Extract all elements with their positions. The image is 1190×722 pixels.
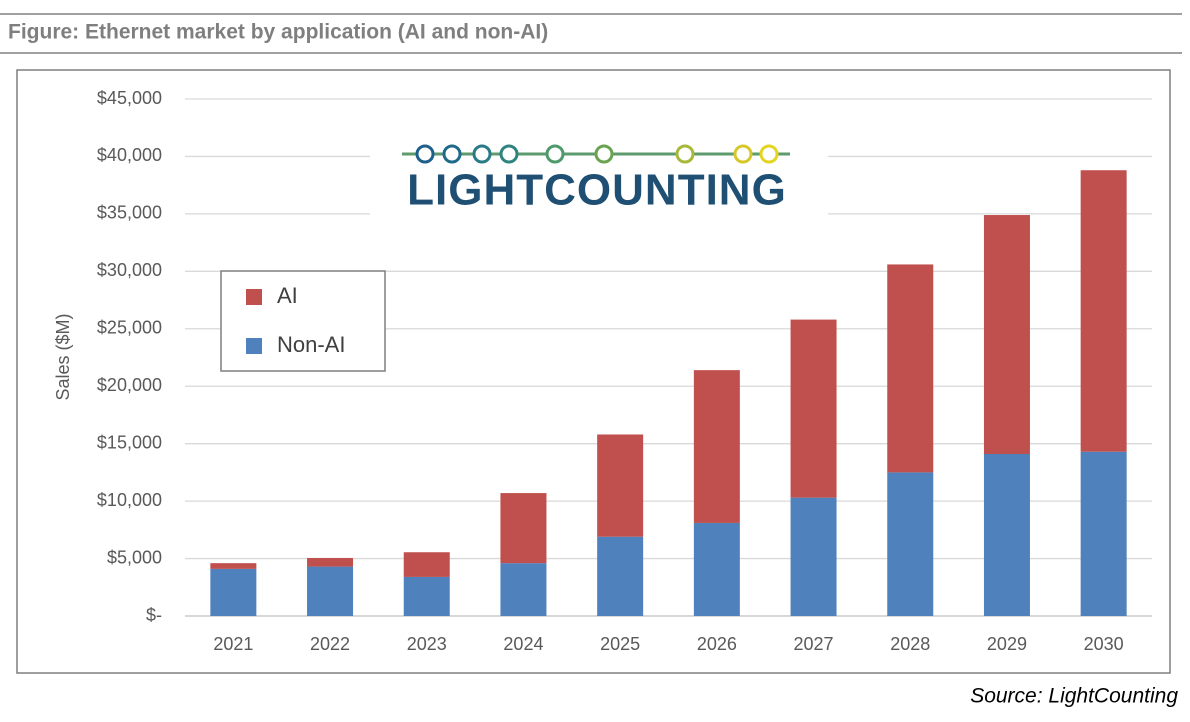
y-tick-label: $5,000 [107, 547, 162, 567]
legend [220, 270, 386, 372]
legend-label: Non-AI [277, 332, 345, 357]
bar-segment [307, 566, 354, 616]
x-tick-label: 2027 [794, 634, 834, 654]
y-tick-label: $15,000 [97, 432, 162, 452]
bar-segment [500, 493, 547, 564]
y-tick-label: $- [146, 605, 162, 625]
legend-label: AI [277, 283, 298, 308]
bar-segment [403, 576, 450, 616]
bar-segment [597, 434, 644, 537]
bar-segment [210, 563, 257, 569]
bar-segment [597, 536, 644, 616]
y-tick-label: $35,000 [97, 203, 162, 223]
bar-segment [887, 472, 934, 616]
bar-segment [307, 557, 354, 567]
logo-dots [402, 144, 790, 164]
y-tick-label: $40,000 [97, 145, 162, 165]
y-tick-label: $25,000 [97, 318, 162, 338]
x-tick-label: 2028 [890, 634, 930, 654]
bar-segment [693, 370, 740, 523]
bar-segment [983, 454, 1030, 616]
x-tick-label: 2023 [407, 634, 447, 654]
bar-segment [790, 319, 837, 498]
x-tick-label: 2029 [987, 634, 1027, 654]
logo: LIGHTCOUNTING [407, 166, 787, 215]
x-tick-label: 2024 [503, 634, 543, 654]
bar-segment [210, 568, 257, 616]
x-tick-label: 2025 [600, 634, 640, 654]
bar-segment [403, 552, 450, 577]
y-tick-label: $30,000 [97, 260, 162, 280]
figure-title: Figure: Ethernet market by application (… [8, 21, 548, 44]
bar-segment [1080, 170, 1127, 452]
legend-swatch [246, 338, 262, 354]
y-tick-label: $10,000 [97, 490, 162, 510]
x-tick-label: 2022 [310, 634, 350, 654]
bar-segment [790, 497, 837, 616]
y-tick-label: $20,000 [97, 375, 162, 395]
bar-segment [693, 522, 740, 616]
legend-swatch [246, 289, 262, 305]
x-tick-label: 2021 [213, 634, 253, 654]
source: Source: LightCounting [970, 685, 1178, 708]
bar-segment [1080, 451, 1127, 616]
x-tick-label: 2026 [697, 634, 737, 654]
bar-segment [500, 563, 547, 616]
y-axis-label: Sales ($M) [53, 313, 73, 400]
bar-segment [887, 264, 934, 473]
x-tick-label: 2030 [1084, 634, 1124, 654]
y-tick-label: $45,000 [97, 88, 162, 108]
bar-segment [983, 215, 1030, 455]
